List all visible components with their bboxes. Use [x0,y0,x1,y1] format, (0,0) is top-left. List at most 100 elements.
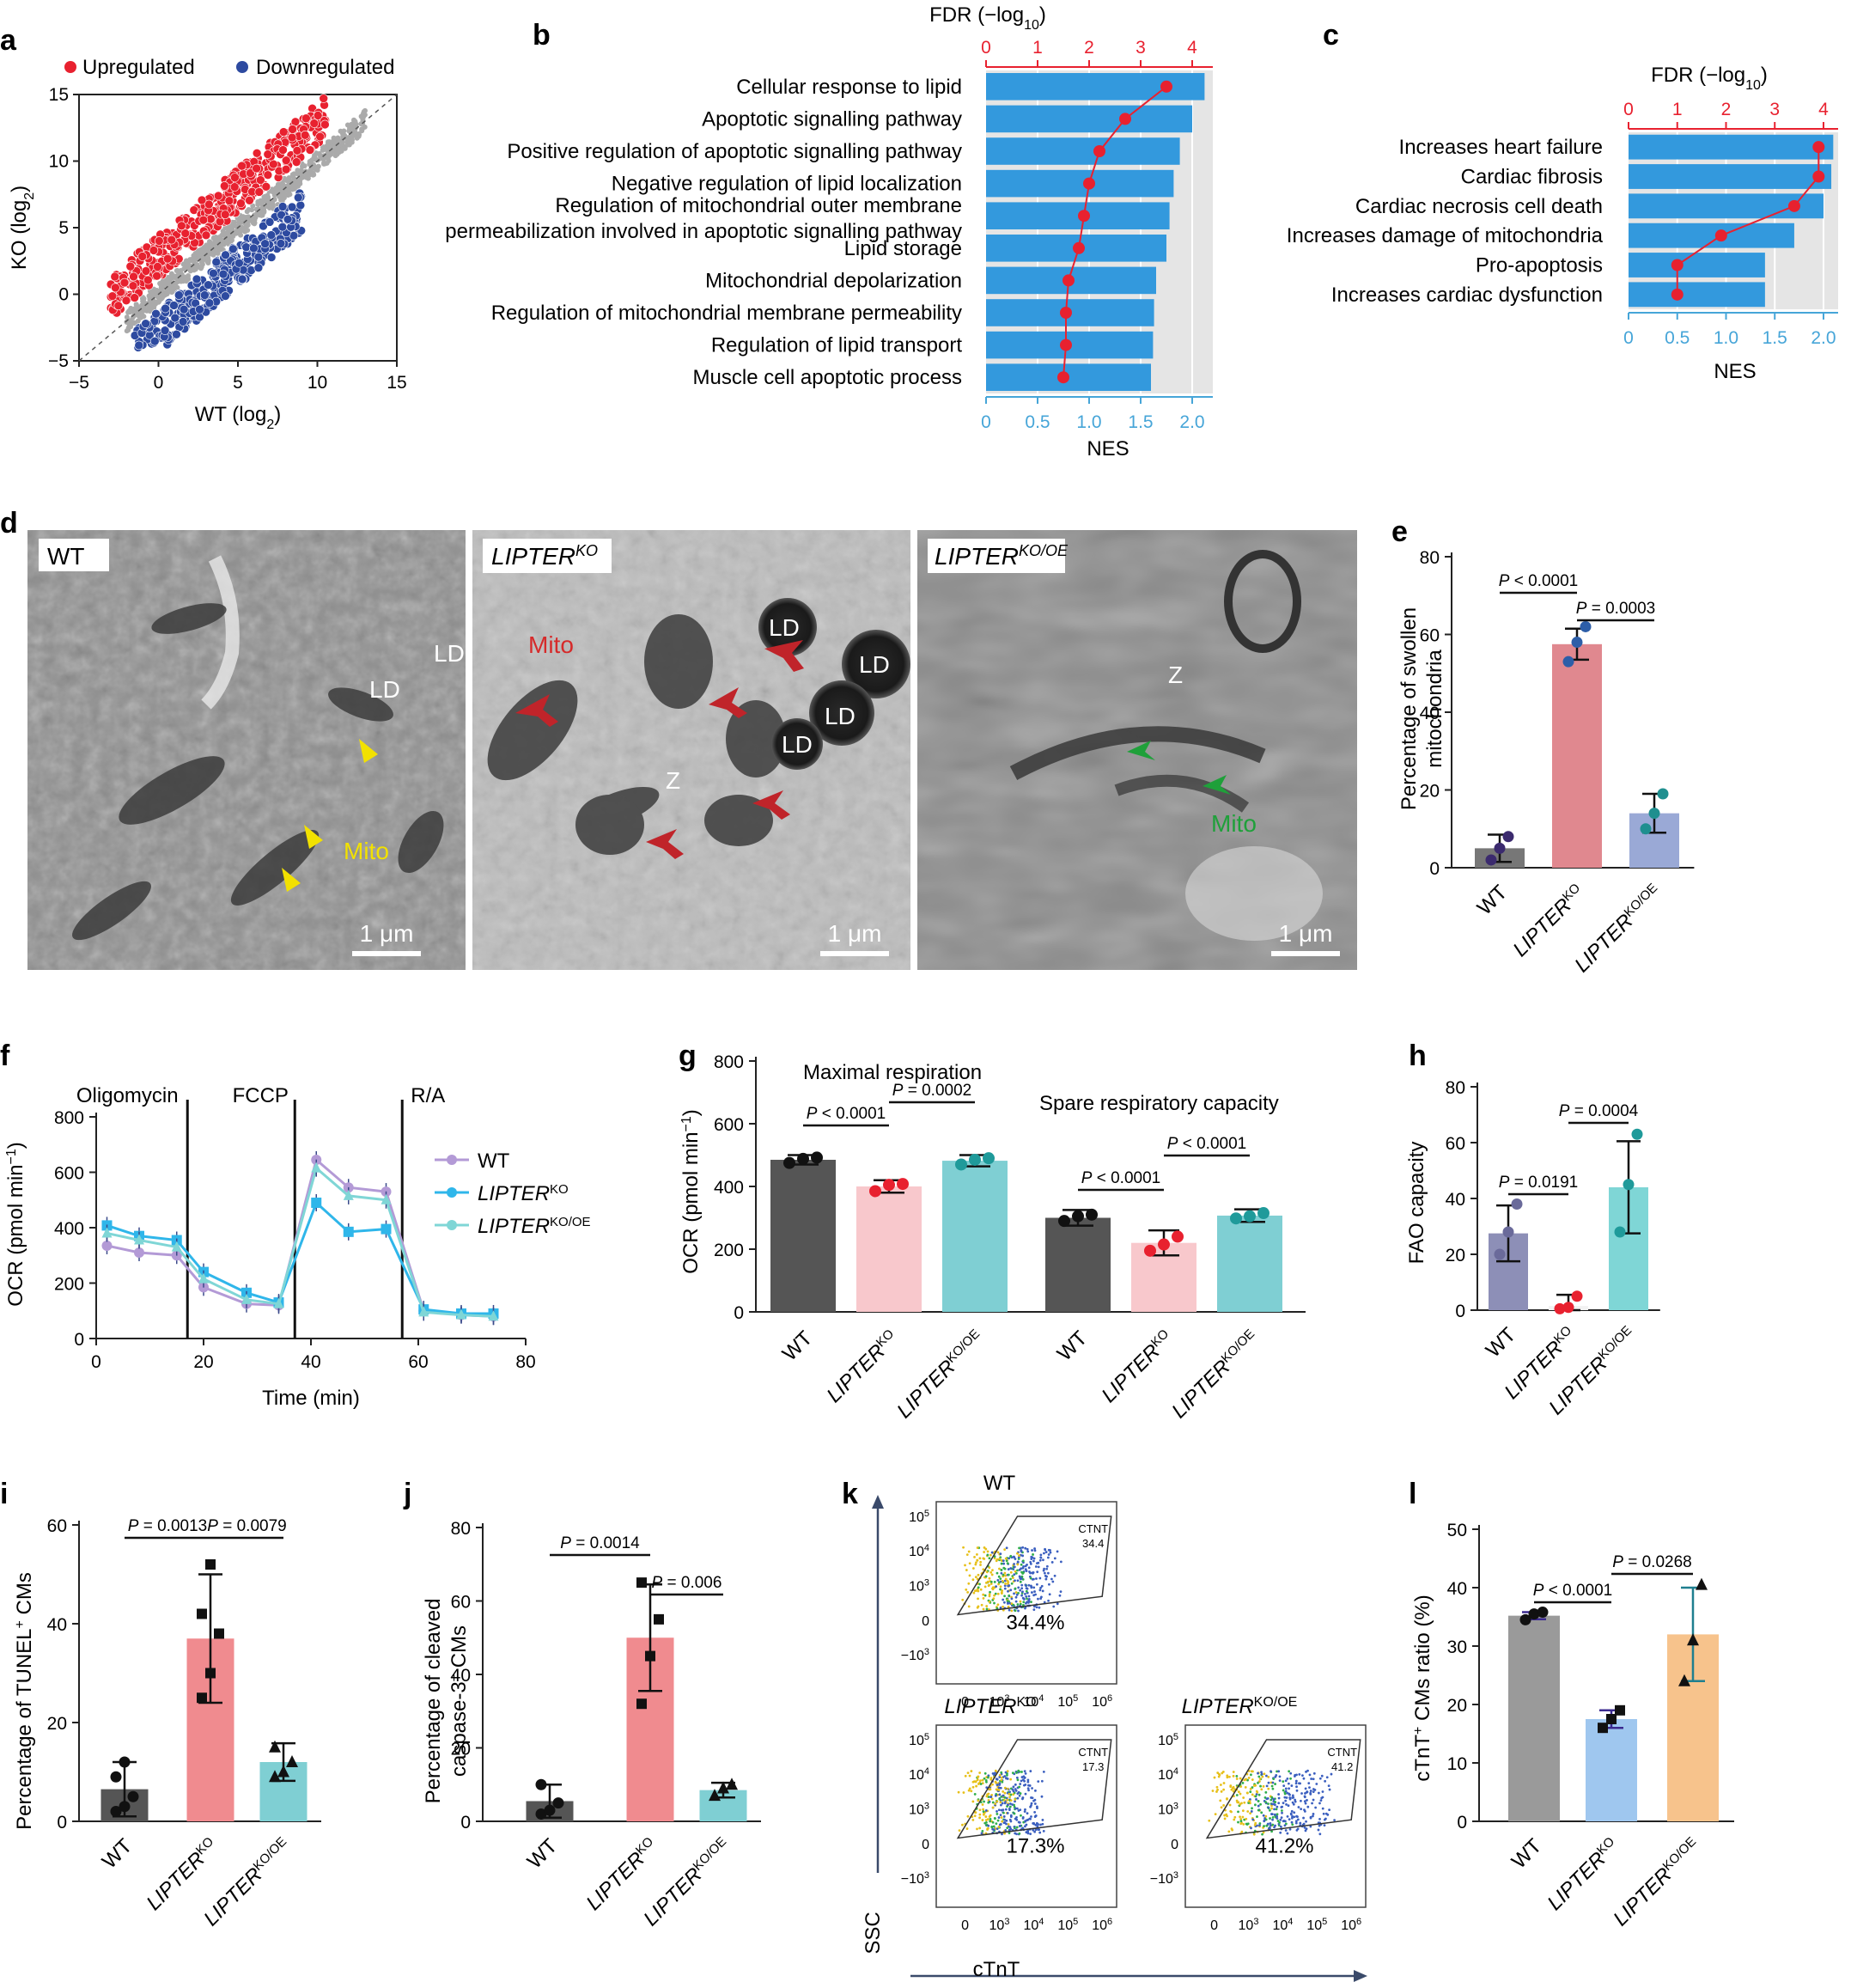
gate-percent-1: 17.3% [1006,1834,1064,1857]
flow-event [1276,1805,1279,1808]
data-point [1657,788,1669,800]
flow-event [968,1562,971,1565]
flow-event [1045,1575,1048,1578]
bar-1-2 [1217,1215,1282,1312]
flow-event [1228,1775,1231,1778]
flow-event [1006,1579,1009,1582]
pvalue-label-0: P < 0.0001 [807,1105,886,1123]
flow-event [979,1783,983,1785]
flow-event [1006,1787,1009,1790]
flow-event [1026,1587,1029,1590]
injection-label-0: Oligomycin [76,1084,179,1107]
flow-event [1237,1810,1239,1814]
flow-event [1270,1813,1274,1816]
flow-event [1003,1796,1007,1799]
pvalue-label-1: P = 0.0079 [207,1517,286,1535]
flow-event [987,1584,990,1588]
flow-event [1000,1569,1003,1571]
flow-event [1004,1557,1008,1560]
flow-x-tick: 103 [1239,1917,1259,1933]
y-tick-label: 400 [714,1178,744,1198]
flow-event [1275,1808,1278,1811]
flow-event [997,1816,1001,1819]
flow-event [976,1577,979,1581]
gate-value-1: 17.3 [1082,1760,1104,1773]
flow-event [1258,1824,1261,1827]
flow-event [1013,1563,1015,1565]
flow-event [982,1557,985,1560]
x-tick-label: 10 [307,373,327,393]
flow-event [1031,1578,1034,1581]
flow-plot-frame-2 [1184,1724,1367,1908]
flow-event [1036,1570,1039,1574]
flow-event [1274,1824,1276,1827]
flow-event [1026,1787,1030,1790]
flow-event [994,1802,997,1805]
y-tick-label: 60 [1420,626,1440,646]
flow-event [1042,1829,1045,1832]
y-tick-label: 0 [460,1813,471,1832]
flow-event [1027,1583,1031,1587]
scatter-point-ns [281,195,287,201]
flow-event [1003,1802,1007,1805]
series-line-2 [107,1165,494,1318]
flow-event [1271,1815,1275,1819]
flow-event [1036,1807,1038,1809]
flow-event [1040,1779,1044,1783]
nes-tick-label: 0 [981,412,991,432]
bar-1 [986,105,1192,133]
flow-event [1282,1784,1286,1788]
flow-event [1004,1577,1008,1581]
em-ko-arrows [515,640,804,859]
flow-event [979,1560,983,1564]
scatter-point-down [266,230,277,240]
scatter-point-up [130,293,139,302]
pvalue-label-2: P < 0.0001 [1081,1169,1160,1187]
flow-event [1045,1564,1049,1568]
flow-event [1015,1818,1019,1821]
flow-y-tick: 105 [909,1509,929,1525]
flow-event [1239,1792,1242,1796]
flow-y-tick: 105 [909,1732,929,1748]
flow-event [1033,1810,1037,1814]
flow-event [1312,1772,1316,1775]
flow-event [992,1828,996,1832]
flow-event [979,1564,982,1566]
flow-event [1022,1603,1025,1607]
em-oe-label-z: Z [1168,662,1183,688]
flow-event [996,1827,999,1830]
flow-event [997,1789,1001,1791]
flow-event [1026,1547,1029,1551]
panel-d-em-wt: WT LD LD Mito 1 μm [27,530,466,970]
flow-event [1009,1567,1013,1570]
flow-event [1001,1580,1004,1582]
flow-event [1269,1824,1272,1827]
y-tick-label: 15 [49,85,69,105]
flow-event [1001,1820,1004,1823]
flow-event [1033,1802,1037,1805]
flow-event [1027,1789,1030,1792]
category-label-0: Cellular response to lipid [736,76,962,99]
flow-event [1002,1799,1006,1802]
em-wt-arrow [359,739,378,763]
flow-event [984,1819,988,1821]
scatter-point-ns [252,213,258,219]
flow-event [1317,1791,1320,1795]
flow-event [974,1576,977,1579]
flow-event [1282,1780,1285,1783]
flow-event [1309,1790,1312,1792]
em-ko-title: LIPTERKO [491,542,598,570]
scatter-point-up [204,199,214,210]
flow-event [995,1822,998,1826]
flow-event [1269,1821,1272,1825]
fdr-tick-label: 0 [981,38,991,58]
flow-event [1014,1570,1017,1573]
flow-event [992,1597,996,1600]
em-oe-arrow [1203,775,1231,795]
data-point [552,1797,564,1809]
scatter-point-ns [339,131,345,137]
scatter-point-ns [332,153,338,159]
em-wt-scale-label: 1 μm [360,920,414,947]
flow-event [1024,1607,1026,1610]
group-label-0: WT [523,1834,563,1874]
